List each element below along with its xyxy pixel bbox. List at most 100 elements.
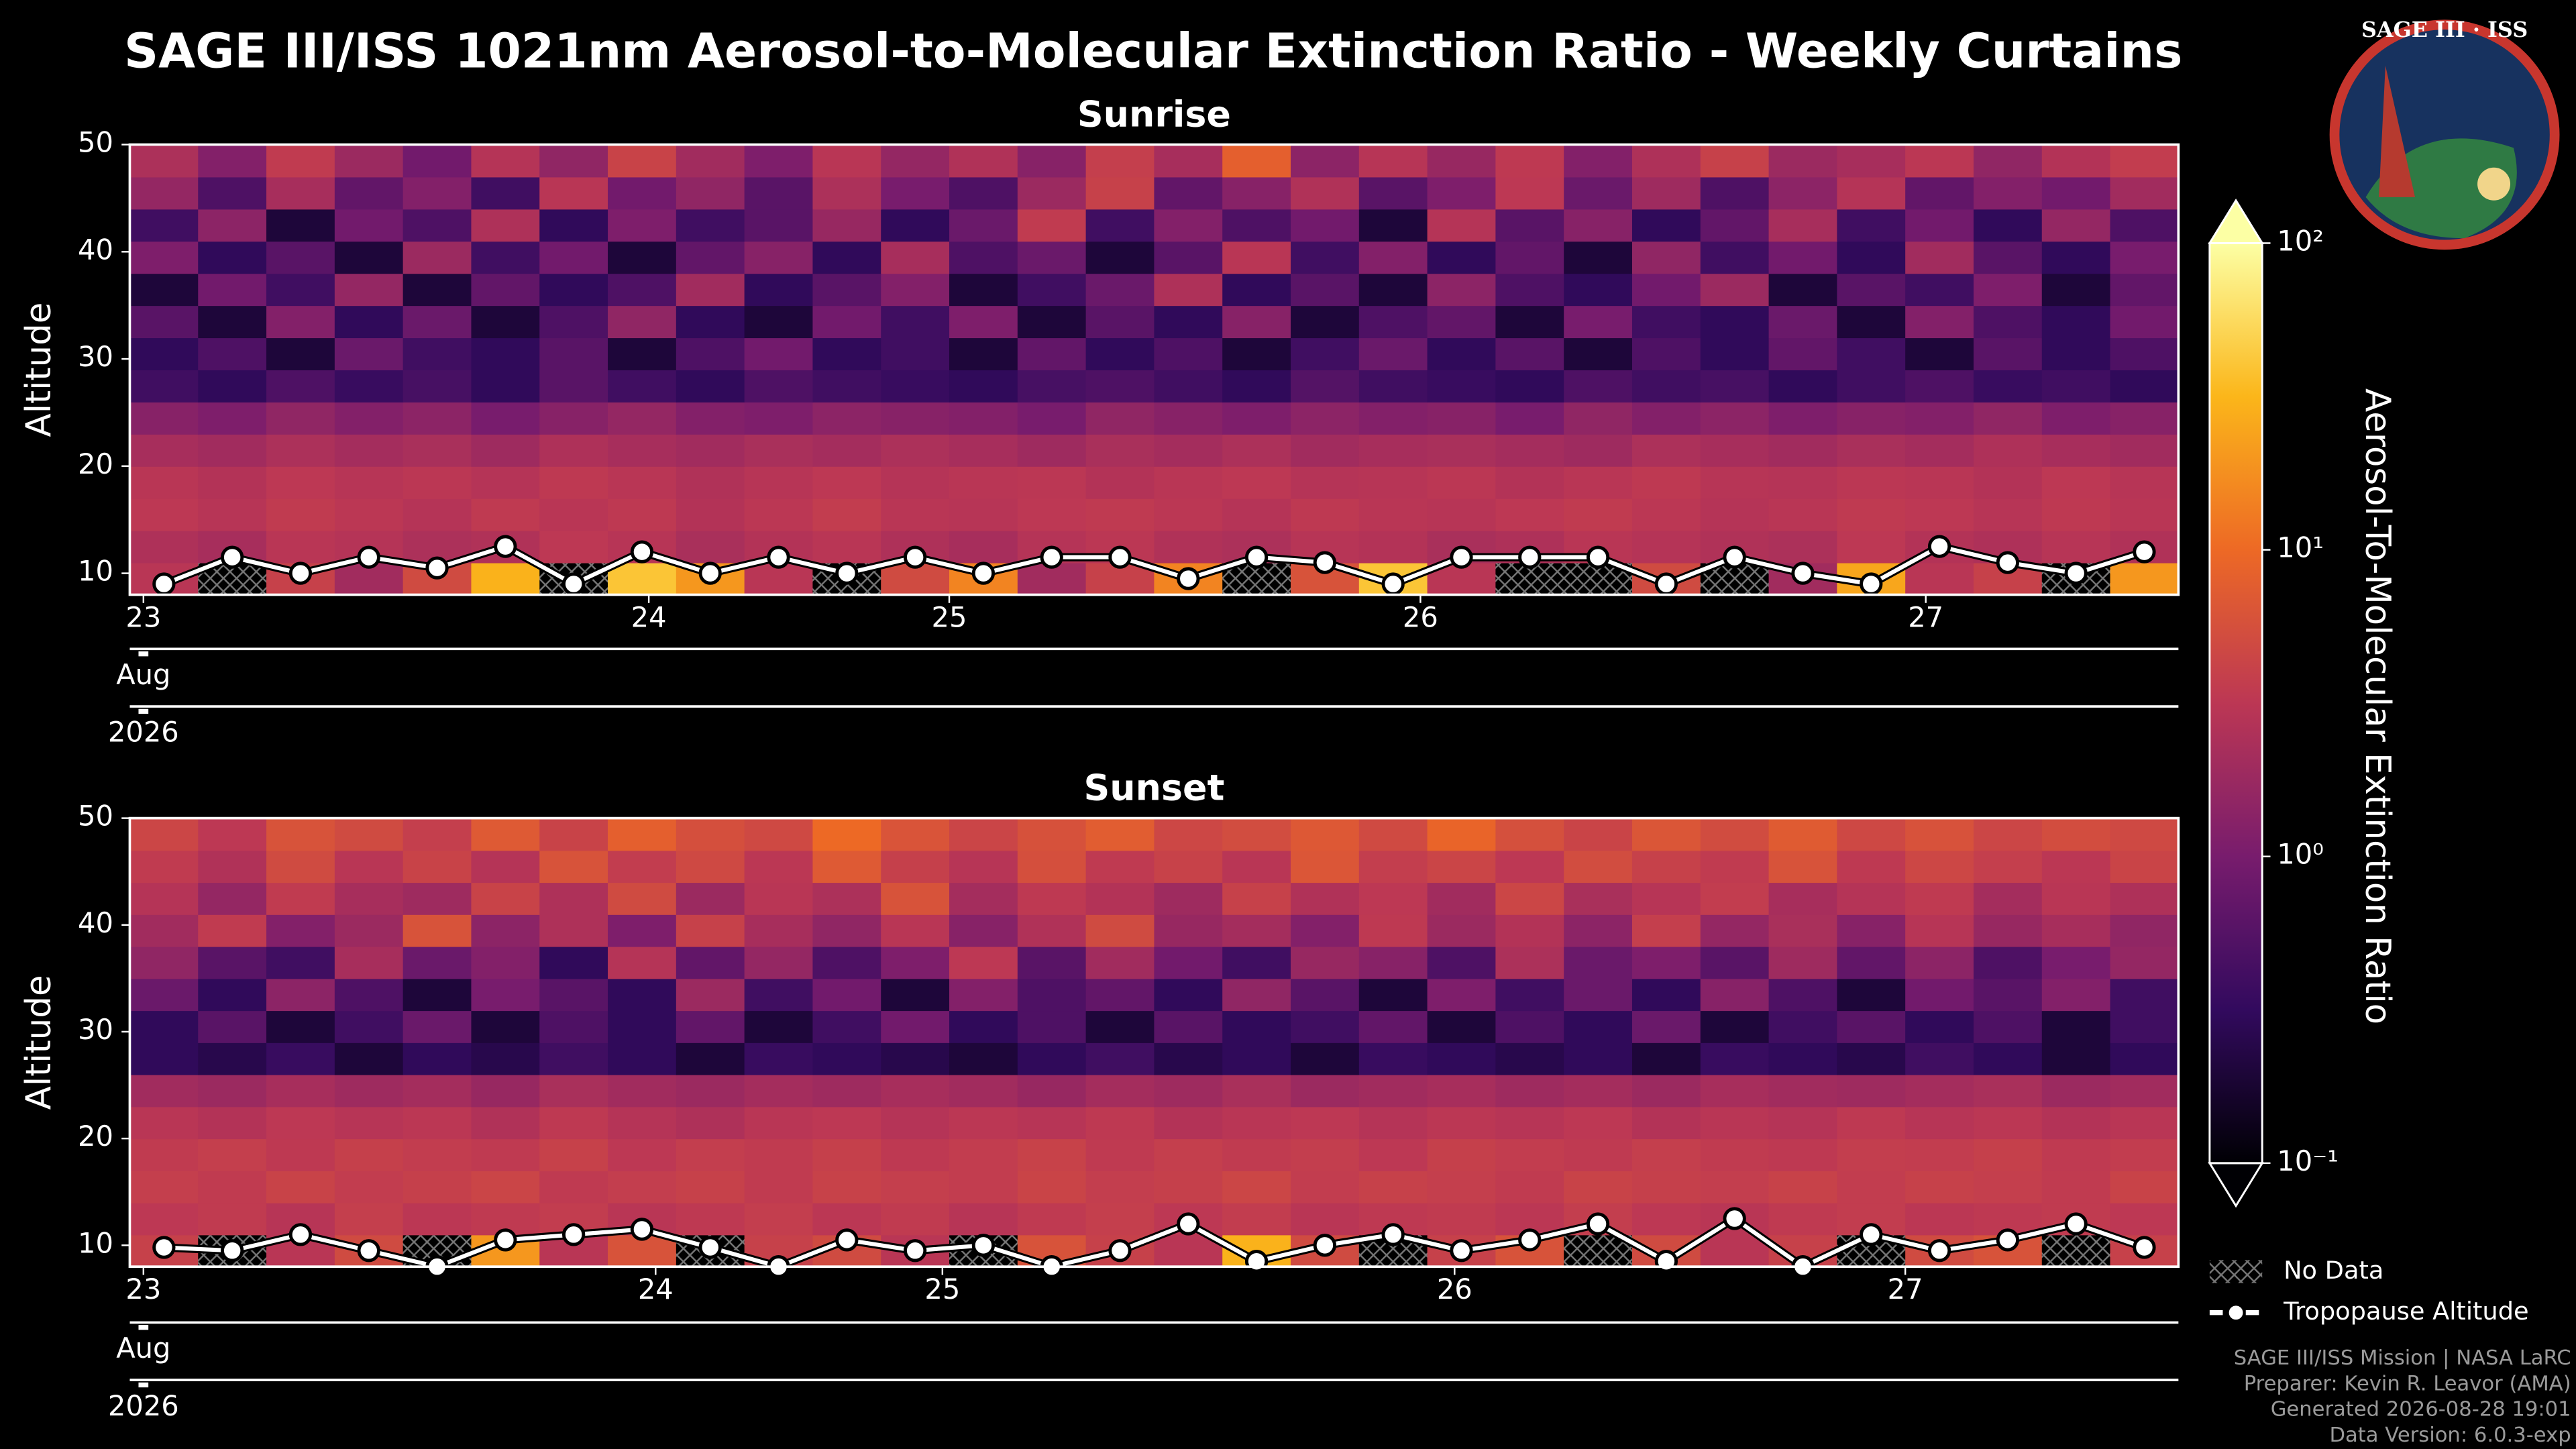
heatmap-cell: [1291, 1074, 1360, 1108]
heatmap-cell: [1973, 241, 2043, 274]
heatmap-cell: [402, 914, 472, 947]
heatmap-cell: [1973, 209, 2043, 242]
heatmap-cell: [1700, 1042, 1770, 1075]
heatmap-cell: [1768, 1010, 1838, 1043]
heatmap-cell: [1631, 144, 1701, 178]
heatmap-cell: [1700, 1234, 1770, 1268]
heatmap-cell: [744, 1106, 814, 1140]
heatmap-cell: [812, 818, 882, 851]
heatmap-cell: [1973, 176, 2043, 210]
heatmap-cell: [812, 850, 882, 883]
heatmap-cell: [1495, 401, 1565, 435]
heatmap-cell: [1837, 818, 1907, 851]
heatmap-cell: [1291, 850, 1360, 883]
tropopause-marker: [698, 561, 722, 585]
heatmap-cell: [1085, 1074, 1155, 1108]
heatmap-cell: [1085, 466, 1155, 499]
heatmap-cell: [1768, 433, 1838, 467]
heatmap-cell: [1973, 1170, 2043, 1203]
heatmap-cell: [1017, 1138, 1087, 1171]
heatmap-cell: [2110, 914, 2180, 947]
heatmap-cell: [1085, 1170, 1155, 1203]
heatmap-cell: [1973, 978, 2043, 1012]
heatmap-cell: [2110, 850, 2180, 883]
y-tick-label: 20: [78, 1120, 113, 1152]
heatmap-cell: [1837, 144, 1907, 178]
heatmap-cell: [1631, 241, 1701, 274]
heatmap-cell: [1291, 1106, 1360, 1140]
heatmap-cell: [2110, 1170, 2180, 1203]
heatmap-cell: [1427, 498, 1497, 531]
heatmap-cell: [471, 850, 541, 883]
heatmap-cell: [881, 401, 950, 435]
heatmap-cell: [1631, 1010, 1701, 1043]
tropopause-marker: [1313, 1234, 1337, 1257]
heatmap-cell: [471, 1010, 541, 1043]
heatmap-cell: [334, 337, 404, 370]
heatmap-cell: [1291, 1010, 1360, 1043]
heatmap-cell: [949, 850, 1018, 883]
heatmap-cell: [676, 241, 745, 274]
heatmap-cell: [471, 305, 541, 339]
year-axis-label: 2026: [108, 716, 179, 749]
heatmap-cell: [266, 273, 335, 307]
heatmap-cell: [676, 498, 745, 531]
heatmap-cell: [266, 1138, 335, 1171]
heatmap-cell: [744, 882, 814, 915]
heatmap-cell: [539, 530, 609, 564]
heatmap-cell: [1017, 1042, 1087, 1075]
heatmap-cell: [1768, 1202, 1838, 1236]
heatmap-cell: [266, 241, 335, 274]
heatmap-cell: [1700, 1074, 1770, 1108]
tropopause-marker: [1108, 1239, 1132, 1263]
heatmap-cell: [334, 273, 404, 307]
heatmap-cell: [266, 914, 335, 947]
heatmap-cell: [266, 466, 335, 499]
heatmap-cell: [1085, 144, 1155, 178]
heatmap-cell: [2110, 1202, 2180, 1236]
heatmap-cell: [1154, 370, 1224, 402]
plot-frame: [128, 816, 2180, 1268]
heatmap-cell: [1631, 882, 1701, 915]
heatmap-cell: [1358, 144, 1428, 178]
tropopause-marker: [1927, 535, 1951, 558]
heatmap-cell: [198, 1202, 268, 1236]
heatmap-cell: [2110, 305, 2180, 339]
heatmap-cell: [471, 273, 541, 307]
heatmap-cell: [1700, 370, 1770, 402]
heatmap-cell: [1973, 498, 2043, 531]
heatmap-cell: [1358, 1138, 1428, 1171]
heatmap-cell: [1700, 498, 1770, 531]
tropopause-marker: [561, 1223, 586, 1246]
heatmap-cell: [1085, 946, 1155, 979]
heatmap-cell: [1768, 466, 1838, 499]
heatmap-cell: [1017, 1202, 1087, 1236]
heatmap-cell: [1973, 1042, 2043, 1075]
legend-no-data-swatch: [2209, 1260, 2263, 1283]
heatmap-cell: [2110, 498, 2180, 531]
heatmap-cell: [1291, 370, 1360, 402]
heatmap-cell: [471, 370, 541, 402]
heatmap-cell: [881, 433, 950, 467]
heatmap-cell: [402, 818, 472, 851]
heatmap-cell: [1427, 978, 1497, 1012]
heatmap-cell: [676, 337, 745, 370]
heatmap-cell: [1222, 946, 1291, 979]
heatmap-cell: [266, 498, 335, 531]
tropopause-marker: [425, 556, 449, 580]
heatmap-cell: [744, 305, 814, 339]
heatmap-cell: [2041, 241, 2111, 274]
heatmap-cell: [744, 433, 814, 467]
heatmap-cell: [266, 818, 335, 851]
heatmap-cell: [1631, 914, 1701, 947]
heatmap-cell: [1905, 1042, 1974, 1075]
tropopause-marker: [971, 1234, 996, 1257]
heatmap-cell: [1973, 818, 2043, 851]
heatmap-cell: [1154, 914, 1224, 947]
heatmap-cell: [1905, 498, 1974, 531]
heatmap-cell: [198, 337, 268, 370]
tropopause-marker: [1177, 1212, 1200, 1236]
heatmap-cell: [881, 1170, 950, 1203]
heatmap-cell: [1017, 466, 1087, 499]
heatmap-cell: [2041, 337, 2111, 370]
